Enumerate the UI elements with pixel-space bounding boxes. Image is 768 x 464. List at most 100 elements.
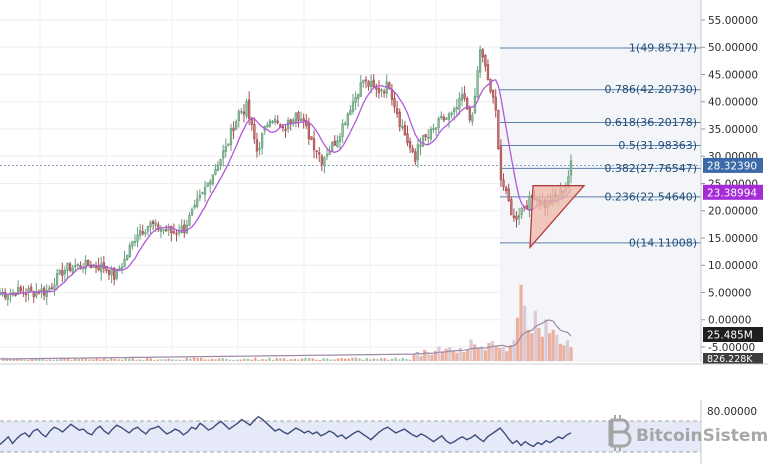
candle-body <box>310 136 313 140</box>
volume-bar <box>128 358 131 361</box>
volume-bar <box>351 357 354 361</box>
candle-body <box>320 155 323 165</box>
volume-bar <box>23 359 26 361</box>
volume-bar <box>318 359 322 361</box>
candle-body <box>58 269 61 275</box>
volume-bar <box>512 340 516 361</box>
volume-bar <box>200 357 203 361</box>
candle-body <box>338 136 342 142</box>
candle-body <box>367 81 370 87</box>
candle-body <box>268 120 272 127</box>
candle-body <box>294 112 298 123</box>
volume-bar <box>326 358 329 361</box>
candle-body <box>164 229 168 232</box>
candle-body <box>253 123 256 140</box>
candle-body <box>499 146 503 180</box>
fib-level-label: 0.236(22.54640) <box>604 190 697 203</box>
volume-bar <box>362 359 365 361</box>
candle-body <box>198 194 202 199</box>
candle-body <box>447 113 451 120</box>
volume-bar <box>290 358 293 361</box>
candle-body <box>569 160 573 176</box>
candle-body <box>250 119 253 125</box>
volume-bar <box>66 358 70 361</box>
volume-bar <box>315 359 318 361</box>
candle-body <box>442 116 445 121</box>
volume-bar <box>304 357 307 361</box>
volume-bar <box>519 284 523 361</box>
rsi-line <box>0 415 572 448</box>
candle-body <box>525 205 529 209</box>
volume-value-tag: 25.485M <box>703 327 763 342</box>
volume-bar <box>433 350 438 361</box>
candle-body <box>427 136 430 139</box>
candle-body <box>419 144 422 148</box>
candle-body <box>515 215 518 220</box>
volume-bar <box>365 357 368 361</box>
volume-bar <box>113 359 116 361</box>
volume-bar <box>156 359 160 361</box>
volume-bar <box>340 358 343 361</box>
fib-level-label: 1(49.85717) <box>629 42 697 55</box>
volume-bar <box>120 359 124 361</box>
candle-body <box>0 292 2 296</box>
volume-bar <box>293 358 296 361</box>
candle-body <box>349 109 352 116</box>
candle-body <box>55 273 59 286</box>
volume-bar <box>38 358 41 361</box>
candle-body <box>63 269 67 275</box>
volume-bar <box>221 358 224 361</box>
candle-body <box>471 114 474 122</box>
candle-body <box>219 158 222 166</box>
volume-bar <box>81 357 84 361</box>
volume-bar <box>398 359 401 361</box>
volume-bar <box>412 359 415 361</box>
rsi-tick-80: 80.00000 <box>707 406 757 418</box>
candle-body <box>271 120 274 123</box>
candle-body <box>445 117 448 120</box>
volume-bar <box>412 354 416 361</box>
volume-bar <box>408 359 412 361</box>
volume-bar <box>236 359 239 361</box>
candle-body <box>336 140 339 148</box>
volume-bar <box>297 359 300 361</box>
candle-body <box>203 186 207 195</box>
candle-body <box>229 128 233 145</box>
candle-body <box>468 107 471 121</box>
volume-bar <box>167 358 170 361</box>
volume-bar <box>419 356 423 361</box>
candle-body <box>157 224 160 230</box>
price-tick-label: 55.00000 <box>708 15 758 27</box>
price-axis[interactable]: 55.00000 50.00000 45.00000 40.00000 35.00000… <box>701 15 758 354</box>
candle-body <box>115 268 118 279</box>
candle-body <box>74 265 77 267</box>
candle-body <box>458 98 461 110</box>
candle-body <box>172 231 176 233</box>
volume-bar <box>555 335 559 361</box>
volume-bar <box>430 354 434 361</box>
candle-body <box>305 119 308 126</box>
volume-bar <box>48 359 52 361</box>
candle-body <box>190 209 194 216</box>
volume-bar <box>160 359 163 361</box>
fib-level-label: 0.786(42.20730) <box>604 83 697 96</box>
volume-bar <box>494 345 498 361</box>
candle-body <box>245 100 248 117</box>
volume-bar <box>185 357 188 361</box>
volume-bar <box>344 358 347 361</box>
moving-average-line <box>0 79 572 295</box>
candle-body <box>333 140 336 146</box>
volume-bar <box>462 352 466 361</box>
volume-bar <box>210 358 214 361</box>
candle-body <box>232 127 235 131</box>
candle-body <box>151 221 155 224</box>
candle-body <box>224 145 227 152</box>
volume-bar <box>476 348 480 361</box>
volume-bar <box>329 359 332 361</box>
volume-bar <box>426 353 430 361</box>
volume-bar <box>387 359 390 361</box>
price-tick-label: 35.00000 <box>708 124 758 136</box>
volume-bar <box>34 357 37 361</box>
candle-body <box>260 132 264 149</box>
price-tick-label: 45.00000 <box>708 69 758 81</box>
